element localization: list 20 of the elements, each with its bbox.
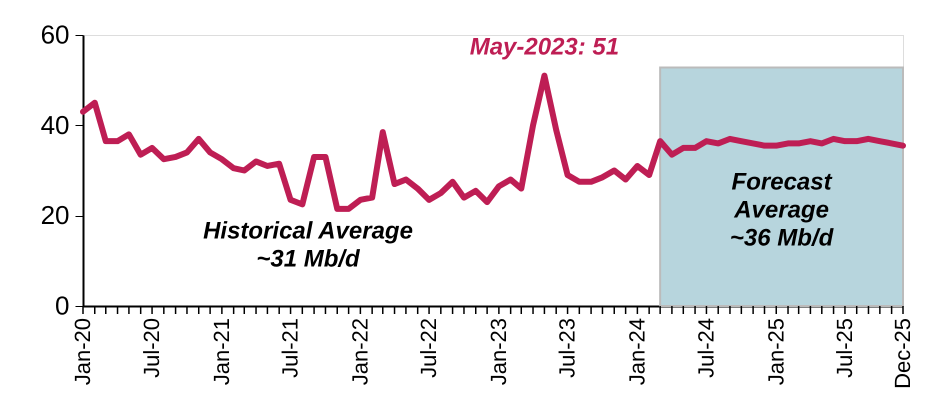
x-tick-label: Jan-24: [624, 318, 650, 386]
y-tick-label: 20: [40, 200, 70, 230]
x-tick-label: Jul-25: [832, 318, 857, 378]
y-tick-label: 0: [55, 290, 70, 320]
x-tick-label: Dec-25: [890, 318, 915, 389]
x-tick-label: Jan-25: [763, 318, 788, 386]
x-tick-label: Jul-23: [554, 318, 580, 378]
x-tick-label: Jul-20: [139, 318, 164, 378]
annotation: May-2023: 51: [470, 34, 620, 61]
x-tick-label: Jul-21: [278, 318, 303, 378]
x-tick-label: Jul-22: [416, 318, 442, 378]
y-tick-label: 40: [40, 110, 70, 140]
x-tick-label: Jan-21: [208, 318, 234, 386]
x-tick-label: Jul-24: [693, 318, 718, 378]
y-tick-label: 60: [40, 20, 70, 50]
annotation: Historical Average ~31 Mb/d: [203, 217, 413, 272]
x-tick-label: Jan-23: [486, 318, 511, 386]
x-tick-label: Jan-22: [347, 318, 372, 386]
x-tick-label: Jan-20: [70, 318, 95, 386]
band-label: Forecast Average ~36 Mb/d: [730, 168, 835, 252]
